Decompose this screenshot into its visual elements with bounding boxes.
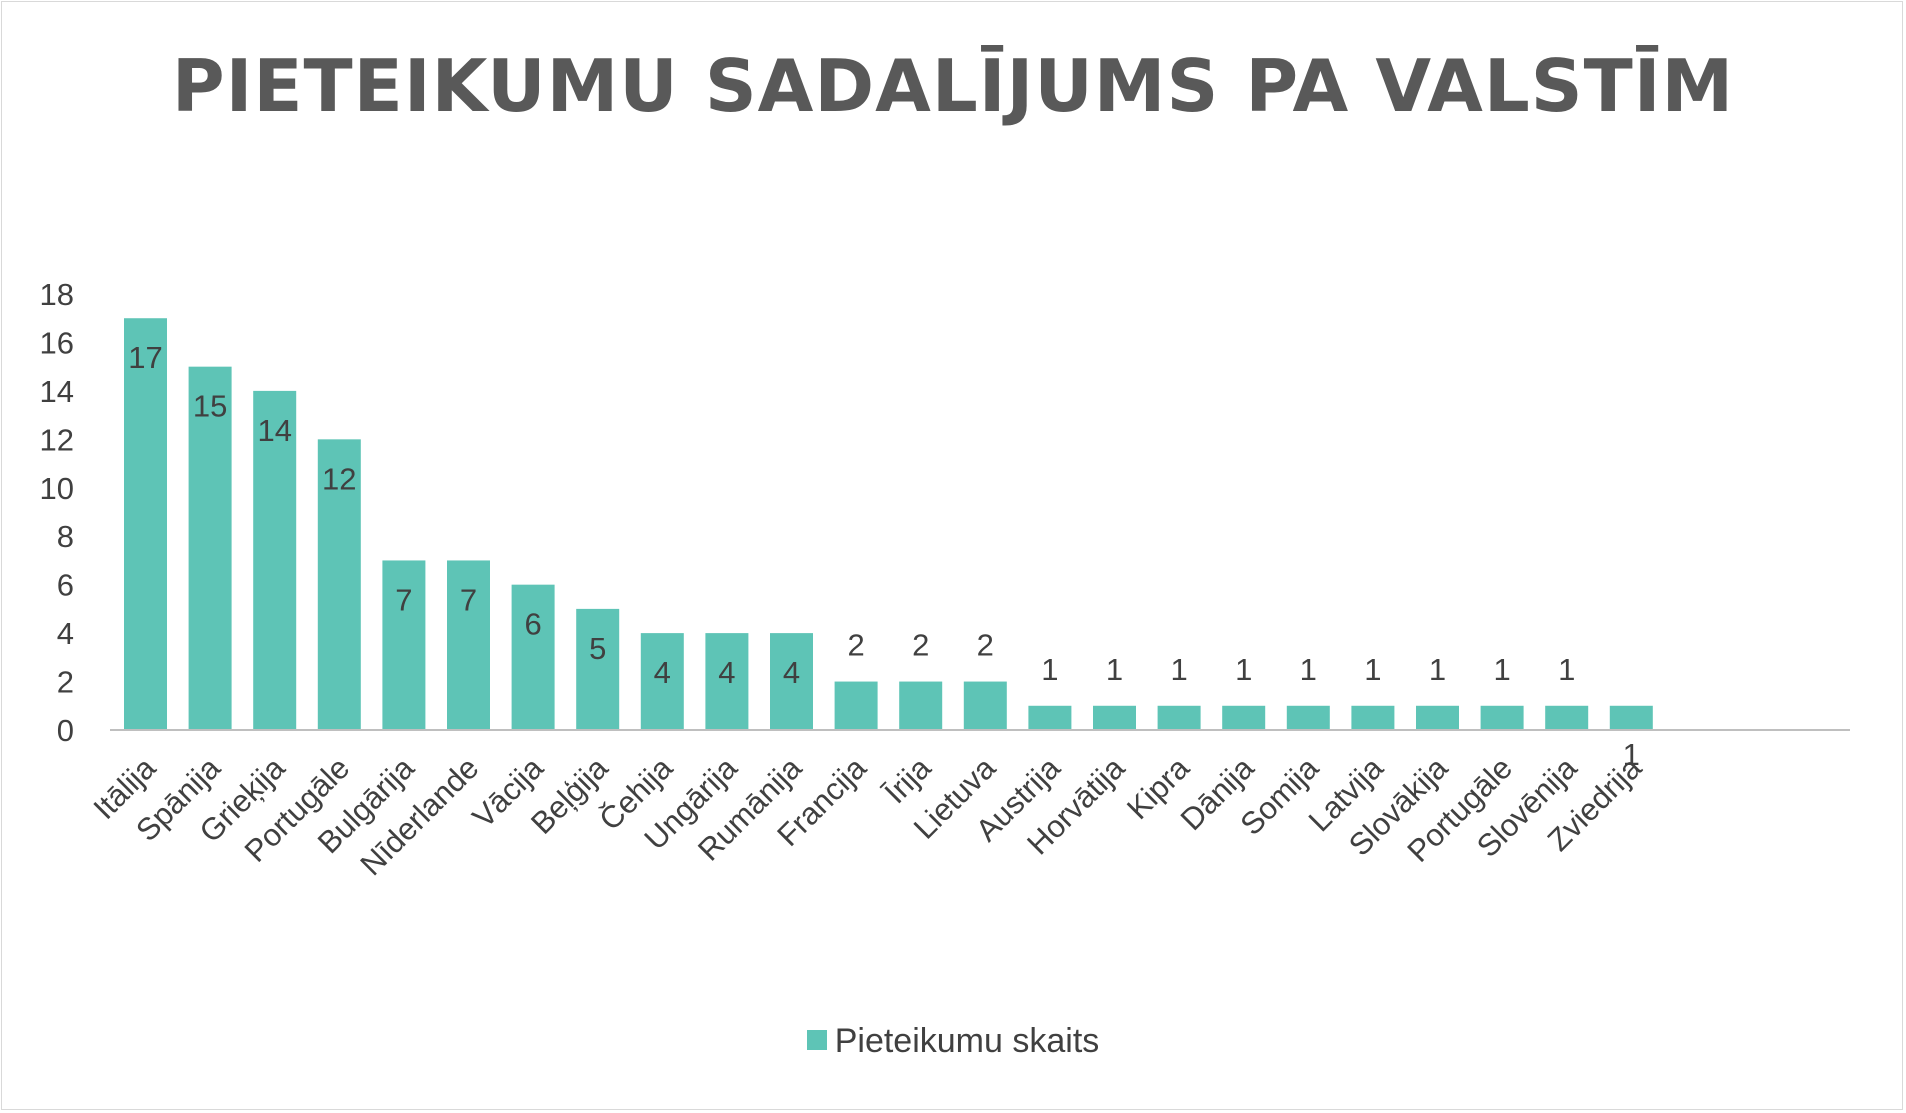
bar bbox=[1093, 705, 1136, 730]
bar bbox=[253, 390, 297, 730]
y-tick-label: 8 bbox=[57, 519, 74, 554]
data-label: 15 bbox=[193, 389, 227, 424]
data-label: 1 bbox=[1558, 652, 1575, 687]
bar bbox=[447, 560, 490, 730]
bar bbox=[640, 633, 684, 730]
data-label: 1 bbox=[1300, 652, 1317, 687]
data-label: 1 bbox=[1364, 652, 1381, 687]
chart-title: PIETEIKUMU SADALĪJUMS PA VALSTĪM bbox=[171, 44, 1735, 128]
legend: Pieteikumu skaits bbox=[0, 1022, 1906, 1061]
y-tick-label: 6 bbox=[57, 568, 74, 603]
data-label: 2 bbox=[977, 628, 994, 663]
y-tick-label: 0 bbox=[57, 713, 74, 748]
bar bbox=[1222, 705, 1266, 730]
data-label: 1 bbox=[1106, 652, 1123, 687]
bar bbox=[1157, 705, 1201, 730]
bar bbox=[1545, 705, 1589, 730]
bar bbox=[317, 439, 361, 730]
bar bbox=[705, 633, 749, 730]
bar bbox=[188, 366, 232, 730]
bar bbox=[899, 681, 943, 730]
bar bbox=[382, 560, 426, 730]
data-label: 6 bbox=[524, 607, 541, 642]
bar bbox=[1028, 705, 1072, 730]
data-label: 7 bbox=[395, 582, 412, 617]
data-label: 4 bbox=[654, 655, 671, 690]
bar bbox=[124, 318, 167, 730]
data-label: 12 bbox=[322, 461, 356, 496]
y-tick-label: 10 bbox=[40, 471, 74, 506]
bar bbox=[963, 681, 1007, 730]
data-label: 1 bbox=[1041, 652, 1058, 687]
bar bbox=[576, 608, 620, 730]
bar bbox=[834, 681, 878, 730]
y-tick-label: 16 bbox=[40, 325, 74, 360]
legend-label: Pieteikumu skaits bbox=[834, 1022, 1100, 1060]
data-label: 14 bbox=[257, 413, 291, 448]
data-label: 1 bbox=[1429, 652, 1446, 687]
data-label: 1 bbox=[1170, 652, 1187, 687]
data-label: 1 bbox=[1623, 737, 1640, 772]
data-label: 4 bbox=[783, 655, 800, 690]
bar bbox=[1416, 705, 1459, 730]
data-label: 1 bbox=[1493, 652, 1510, 687]
legend-swatch bbox=[806, 1030, 827, 1051]
data-label: 4 bbox=[718, 655, 735, 690]
data-label: 7 bbox=[460, 582, 477, 617]
bar bbox=[1480, 705, 1524, 730]
data-label: 1 bbox=[1235, 652, 1252, 687]
y-tick-label: 4 bbox=[57, 616, 74, 651]
data-label: 17 bbox=[128, 340, 162, 375]
data-label: 2 bbox=[847, 628, 864, 663]
data-label: 5 bbox=[589, 631, 606, 666]
bar bbox=[511, 584, 555, 730]
y-tick-label: 18 bbox=[40, 277, 74, 312]
bar bbox=[1609, 705, 1653, 730]
bar bbox=[770, 633, 813, 730]
bar bbox=[1351, 705, 1395, 730]
y-tick-label: 12 bbox=[40, 422, 74, 457]
data-label: 2 bbox=[912, 628, 929, 663]
y-tick-label: 2 bbox=[57, 665, 74, 700]
y-tick-label: 14 bbox=[40, 374, 74, 409]
bar bbox=[1286, 705, 1330, 730]
